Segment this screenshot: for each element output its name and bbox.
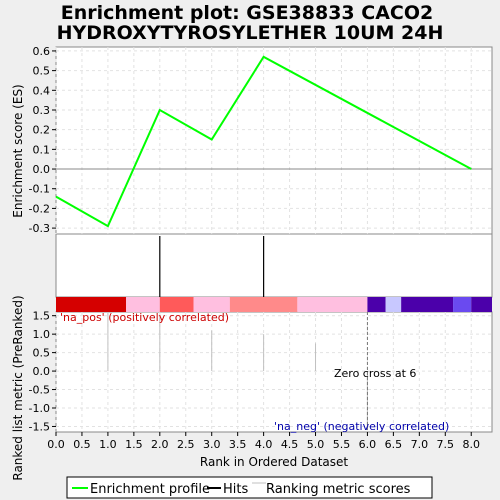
color-bar-segment [230,297,297,312]
x-tick-labels: 0.0 0.5 1.0 1.5 2.0 2.5 3.0 3.5 4.0 4.5 5.0 5.5 6.0 6… [47,432,480,451]
x-tick-label: 5.0 [307,438,325,451]
legend: Enrichment profile Hits Ranking metric s… [67,477,432,498]
legend-ranking-metric: Ranking metric scores [266,482,411,497]
hits-panel [56,234,492,297]
legend-enrichment-profile: Enrichment profile [90,482,210,497]
x-tick-label: 8.0 [462,438,480,451]
x-tick-label: 6.0 [359,438,377,451]
metric-tick-label: 1.0 [33,328,51,341]
es-tick-label: -0.1 [29,183,50,196]
color-bar-segment [401,297,453,312]
neg-correlated-label: 'na_neg' (negatively correlated) [274,420,449,433]
metric-panel [56,312,492,432]
rank-color-bar [56,297,492,312]
color-bar-segment [160,297,194,312]
metric-tick-label: -1.5 [29,420,50,433]
color-bar-segment [471,297,492,312]
x-tick-label: 2.5 [177,438,195,451]
metric-tick-labels: 1.5 1.0 0.5 0.0 -0.5 -1.0 -1.5 [29,310,56,434]
x-tick-label: 7.0 [411,438,429,451]
es-tick-label: 0.4 [33,84,51,97]
metric-axis-label: Ranked list metric (PreRanked) [11,295,25,480]
legend-hits: Hits [223,482,248,497]
es-tick-label: -0.3 [29,222,50,235]
chart-title-line2: HYDROXYTYROSYLETHER 10UM 24H [57,22,444,44]
x-tick-label: 2.0 [151,438,169,451]
x-tick-label: 4.0 [255,438,273,451]
es-tick-label: 0.3 [33,104,51,117]
es-tick-label: 0.2 [33,124,51,137]
pos-correlated-label: 'na_pos' (positively correlated) [60,311,229,324]
es-tick-label: 0.6 [33,45,51,58]
es-tick-label: -0.2 [29,202,50,215]
color-bar-segment [367,297,385,312]
color-bar-segment [56,297,126,312]
chart-title-line1: Enrichment plot: GSE38833 CACO2 [61,2,434,24]
zero-cross-label: Zero cross at 6 [334,367,416,380]
color-bar-segment [297,297,367,312]
es-panel [56,47,492,234]
color-bar-segment [126,297,160,312]
metric-tick-label: -1.0 [29,402,50,415]
es-tick-label: 0.0 [33,163,51,176]
x-axis-label: Rank in Ordered Dataset [200,455,348,469]
es-tick-labels: 0.6 0.5 0.4 0.3 0.2 0.1 0.0 -0.1 -0.2 -0.3 [29,45,56,235]
x-tick-label: 0.0 [47,438,65,451]
x-tick-label: 1.0 [99,438,117,451]
x-tick-label: 6.5 [385,438,403,451]
metric-tick-label: -0.5 [29,384,50,397]
x-tick-label: 0.5 [73,438,91,451]
es-tick-label: 0.5 [33,65,51,78]
x-tick-label: 1.5 [125,438,143,451]
color-bar-segment [194,297,230,312]
metric-tick-label: 1.5 [33,310,51,323]
x-tick-label: 7.5 [437,438,455,451]
x-tick-label: 3.5 [229,438,247,451]
x-tick-label: 3.0 [203,438,221,451]
metric-tick-label: 0.0 [33,365,51,378]
x-tick-label: 5.5 [333,438,351,451]
color-bar-segment [453,297,471,312]
es-tick-label: 0.1 [33,143,51,156]
color-bar-segment [386,297,402,312]
es-axis-label: Enrichment score (ES) [11,84,25,217]
x-tick-label: 4.5 [281,438,299,451]
metric-tick-label: 0.5 [33,347,51,360]
